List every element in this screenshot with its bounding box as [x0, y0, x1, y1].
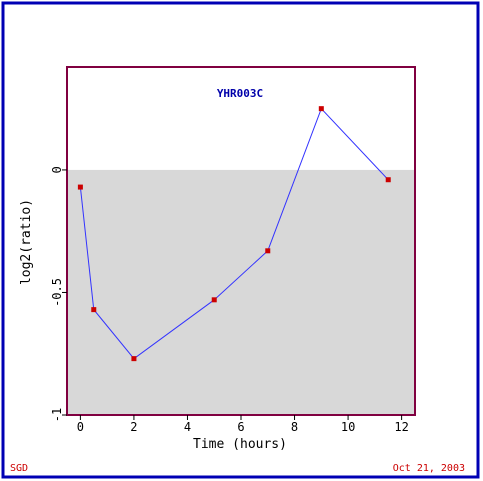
x-tick-label: 12	[394, 420, 408, 434]
data-point	[265, 248, 271, 254]
plot-area: 0 2 4 6 8 10 12 0 -0.5 -1	[50, 66, 416, 434]
negative-region-shade	[67, 169, 415, 415]
data-point	[318, 106, 324, 112]
data-point	[131, 356, 137, 362]
data-series	[77, 106, 391, 362]
y-tick-label: 0	[50, 166, 64, 173]
x-tick-label: 8	[291, 420, 298, 434]
x-tick-label: 10	[341, 420, 355, 434]
y-axis-ticks: 0 -0.5 -1	[50, 166, 67, 422]
chart-title: YHR003C	[217, 87, 263, 100]
y-tick-label: -1	[50, 408, 64, 422]
y-tick-label: -0.5	[50, 278, 64, 307]
footer-date: Oct 21, 2003	[393, 463, 465, 474]
data-point	[91, 307, 97, 313]
x-tick-label: 6	[237, 420, 244, 434]
x-axis-ticks: 0 2 4 6 8 10 12	[77, 415, 409, 434]
y-axis-label: log2(ratio)	[19, 199, 34, 285]
x-tick-label: 4	[184, 420, 191, 434]
data-point	[77, 184, 83, 190]
data-point	[211, 297, 217, 303]
x-tick-label: 0	[77, 420, 84, 434]
x-tick-label: 2	[130, 420, 137, 434]
footer-source: SGD	[10, 463, 28, 474]
x-axis-label: Time (hours)	[193, 437, 287, 452]
data-point	[385, 177, 391, 183]
